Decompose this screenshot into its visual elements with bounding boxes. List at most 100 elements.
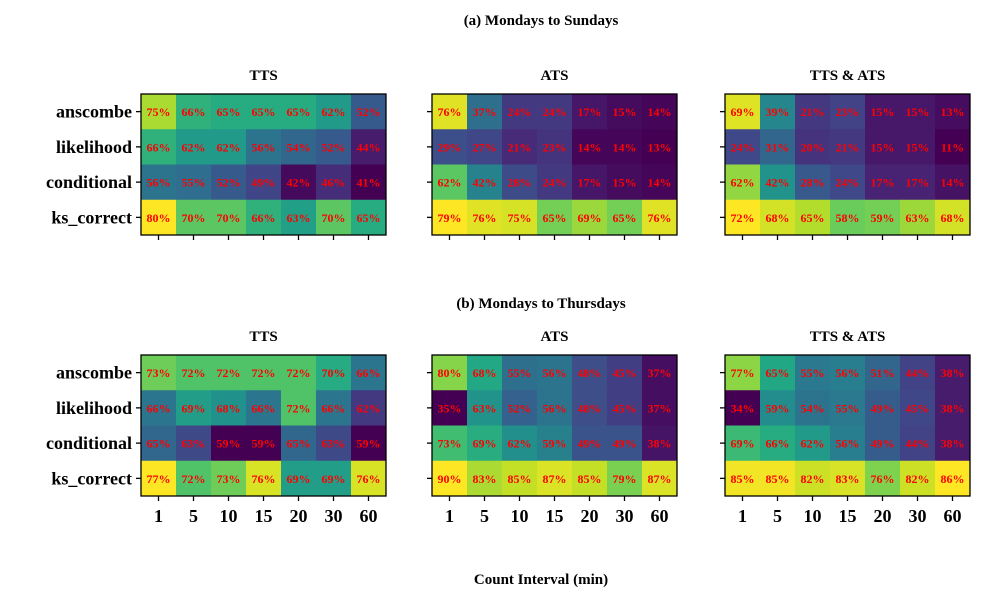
panel-a-tts-cell-label: 46% — [322, 176, 346, 190]
panel-a-tts-cell-label: 63% — [287, 211, 311, 225]
panel-b-ats-cell-anscombe-30 — [607, 355, 643, 391]
panel-a-ats-cell-anscombe-60 — [642, 94, 678, 130]
panel-a-tts-cell-label: 75% — [147, 105, 171, 119]
panel-a-tts-and-ats-cell-ks_correct-10 — [795, 199, 831, 236]
panel-a-tts-title: TTS — [249, 68, 277, 84]
panel-a-tts-cell-label: 52% — [217, 176, 241, 190]
panel-a-ats-cell-label: 13% — [648, 140, 672, 154]
panel-a-tts-and-ats-cell-conditional-10 — [795, 164, 831, 201]
panel-b-tts-cell-label: 72% — [252, 366, 276, 380]
panel-b-ats-cell-label: 62% — [508, 437, 532, 451]
panel-a-tts-and-ats-cell-anscombe-60 — [935, 94, 971, 130]
panel-b-ats-cell-anscombe-10 — [502, 355, 538, 391]
panel-b-tts-cell-ks_correct-20 — [281, 460, 317, 497]
panel-b-tts-xtick-label: 30 — [325, 506, 343, 526]
panel-a-tts-cell-anscombe-1 — [141, 94, 177, 130]
panel-a-ats-cell-anscombe-30 — [607, 94, 643, 130]
panel-b-ats-xtick-label: 10 — [511, 506, 529, 526]
panel-a-tts-and-ats-cell-ks_correct-15 — [830, 199, 866, 236]
panel-a-tts-and-ats-cell-label: 15% — [906, 105, 930, 119]
panel-a-tts-and-ats-cell-likelihood-60 — [935, 129, 971, 165]
panel-b-ats-cell-label: 52% — [508, 401, 532, 415]
panel-b-tts-cell-label: 68% — [217, 401, 241, 415]
panel-b-ats-xtick-label: 15 — [546, 506, 564, 526]
panel-b-tts-and-ats-cell-ks_correct-20 — [865, 460, 901, 497]
panel-a-ats-cell-label: 79% — [438, 211, 462, 225]
panel-b-tts-and-ats-xtick-label: 15 — [839, 506, 857, 526]
panel-a-ats-cell-conditional-30 — [607, 164, 643, 201]
panel-a-ats-cell-conditional-5 — [467, 164, 503, 201]
panel-a-tts-and-ats-cell-likelihood-1 — [725, 129, 761, 165]
panel-b-ats-cell-label: 90% — [438, 472, 462, 486]
panel-b-tts-and-ats-cell-anscombe-1 — [725, 355, 761, 391]
panel-b-tts-cell-conditional-10 — [211, 425, 247, 462]
panel-b-ats-xtick-label: 20 — [581, 506, 599, 526]
panel-a-ats-cell-label: 37% — [473, 105, 497, 119]
panel-a-tts-and-ats-cell-conditional-20 — [865, 164, 901, 201]
panel-b-tts-cell-label: 72% — [287, 366, 311, 380]
panel-a-tts-and-ats-cell-likelihood-15 — [830, 129, 866, 165]
panel-b-tts-cell-label: 69% — [322, 472, 346, 486]
panel-a-tts-and-ats-cell-label: 68% — [941, 211, 965, 225]
panel-a-tts-and-ats-cell-label: 58% — [836, 211, 860, 225]
panel-a-ats-cell-anscombe-10 — [502, 94, 538, 130]
panel-a-tts-and-ats-cell-label: 15% — [906, 140, 930, 154]
panel-b-tts-and-ats-cell-conditional-60 — [935, 425, 971, 462]
row-label-b-anscombe: anscombe — [56, 363, 132, 383]
panel-b-ats-xtick-label: 5 — [480, 506, 489, 526]
panel-b-tts-and-ats-cell-label: 49% — [871, 401, 895, 415]
panel-a-ats-cell-ks_correct-1 — [432, 199, 468, 236]
panel-b-ats-cell-label: 49% — [613, 437, 637, 451]
panel-b-tts-cell-likelihood-20 — [281, 390, 317, 426]
panel-b-ats-cell-anscombe-60 — [642, 355, 678, 391]
panel-b-tts-cell-label: 66% — [322, 401, 346, 415]
panel-a-ats-cell-ks_correct-30 — [607, 199, 643, 236]
panel-a-ats-cell-ks_correct-10 — [502, 199, 538, 236]
panel-a-tts-cell-conditional-20 — [281, 164, 317, 201]
panel-a-tts-cell-ks_correct-20 — [281, 199, 317, 236]
panel-b-tts-and-ats-cell-label: 76% — [871, 472, 895, 486]
panel-a-tts-and-ats-cell-likelihood-5 — [760, 129, 796, 165]
panel-b-ats-cell-conditional-20 — [572, 425, 608, 462]
panel-b-ats-cell-likelihood-20 — [572, 390, 608, 426]
panel-b-ats-xtick-label: 60 — [651, 506, 669, 526]
panel-b-tts-cell-label: 69% — [287, 472, 311, 486]
panel-b-tts-and-ats-cell-likelihood-30 — [900, 390, 936, 426]
panel-b-tts-cell-likelihood-5 — [176, 390, 212, 426]
panel-b-tts-and-ats-cell-label: 56% — [836, 366, 860, 380]
panel-b-tts: TTS 73% 72% 72% 72% 72% 70% 66% 66% 69% 68% 66% 72% 6… — [46, 329, 387, 526]
panel-b-tts-cell-label: 72% — [287, 401, 311, 415]
panel-b-tts-and-ats-cell-conditional-5 — [760, 425, 796, 462]
panel-a-tts-and-ats-cell-label: 11% — [941, 140, 964, 154]
panel-b-tts-and-ats-xtick-label: 60 — [944, 506, 962, 526]
panel-b-tts-and-ats-cell-ks_correct-60 — [935, 460, 971, 497]
panel-a-tts-cell-label: 70% — [217, 211, 241, 225]
panel-a-tts-and-ats-cell-ks_correct-20 — [865, 199, 901, 236]
panel-a-tts-and-ats-cell-ks_correct-30 — [900, 199, 936, 236]
panel-b-tts-cell-conditional-15 — [246, 425, 282, 462]
panel-b-ats-cell-label: 63% — [473, 401, 497, 415]
panel-b-tts-and-ats-cell-anscombe-5 — [760, 355, 796, 391]
panel-b-tts-and-ats-cell-anscombe-10 — [795, 355, 831, 391]
panel-a-tts-and-ats-cell-likelihood-20 — [865, 129, 901, 165]
panel-a-ats-cell-ks_correct-5 — [467, 199, 503, 236]
panel-b-tts-cell-anscombe-10 — [211, 355, 247, 391]
panel-b-tts-and-ats-cell-label: 59% — [766, 401, 790, 415]
panel-a-ats-cell-label: 15% — [613, 176, 637, 190]
panel-a-tts-cell-ks_correct-5 — [176, 199, 212, 236]
panel-a-tts-and-ats-cell-label: 24% — [836, 176, 860, 190]
panel-a-tts-and-ats-cell-label: 24% — [731, 140, 755, 154]
panel-b-tts-cell-ks_correct-60 — [351, 460, 387, 497]
panel-b-tts-and-ats-cell-label: 62% — [801, 437, 825, 451]
panel-a-ats: ATS 76% 37% 24% 24% 17% 15% 14% 29% 27% 21% 23% 14% 1… — [427, 68, 678, 240]
panel-b-ats-cell-conditional-5 — [467, 425, 503, 462]
panel-a-ats-cell-conditional-10 — [502, 164, 538, 201]
panel-b-tts-and-ats-cell-ks_correct-15 — [830, 460, 866, 497]
panel-a-tts-and-ats-cell-label: 63% — [906, 211, 930, 225]
panel-b-tts-cell-label: 73% — [217, 472, 241, 486]
panel-a-tts-and-ats-cell-anscombe-10 — [795, 94, 831, 130]
panel-a-tts-cell-label: 65% — [252, 105, 276, 119]
panel-a-tts-and-ats-cell-anscombe-15 — [830, 94, 866, 130]
panel-b-ats-cell-label: 79% — [613, 472, 637, 486]
panel-b-ats-cell-label: 56% — [543, 401, 567, 415]
